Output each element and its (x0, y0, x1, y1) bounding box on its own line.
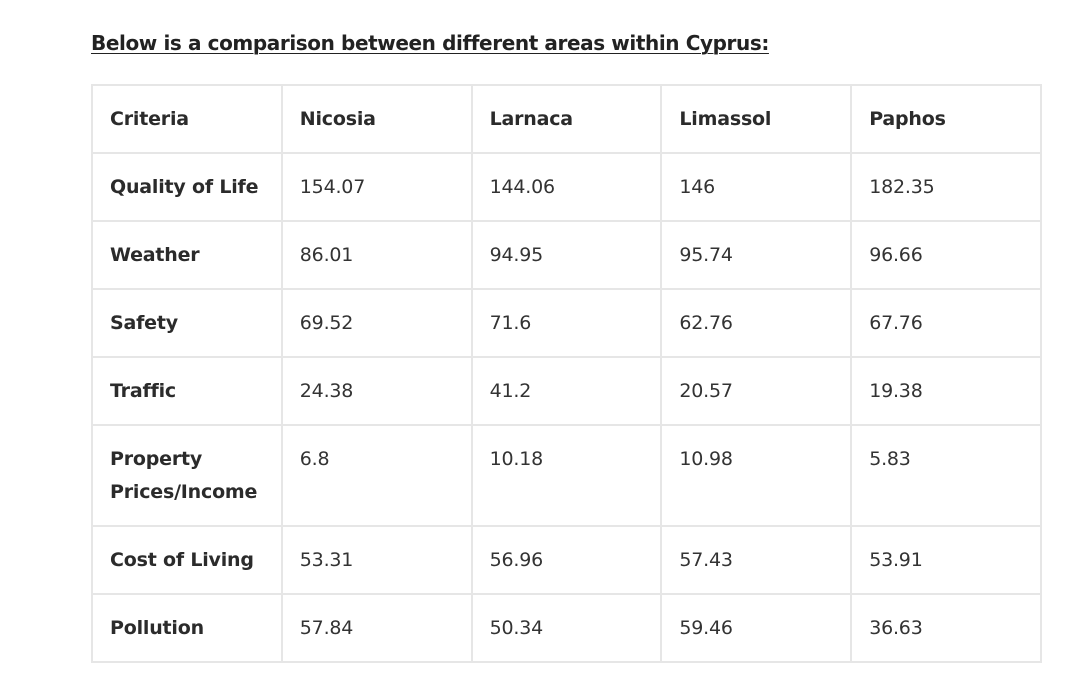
column-header-larnaca: Larnaca (470, 84, 663, 154)
table-cell: 53.91 (850, 525, 1042, 595)
table-cell: 41.2 (470, 356, 663, 426)
row-label: Pollution (91, 593, 283, 663)
table-cell: 69.52 (280, 288, 473, 358)
table-cell: 67.76 (850, 288, 1042, 358)
table-cell: 94.95 (470, 220, 663, 290)
table-cell: 53.31 (280, 525, 473, 595)
column-header-criteria: Criteria (91, 84, 283, 154)
table-row: Quality of Life 154.07 144.06 146 182.35 (91, 152, 1042, 222)
table-cell: 59.46 (660, 593, 853, 663)
table-cell: 24.38 (280, 356, 473, 426)
column-header-limassol: Limassol (660, 84, 853, 154)
table-cell: 62.76 (660, 288, 853, 358)
table-cell: 96.66 (850, 220, 1042, 290)
table-cell: 86.01 (280, 220, 473, 290)
table-cell: 36.63 (850, 593, 1042, 663)
table-row: Traffic 24.38 41.2 20.57 19.38 (91, 356, 1042, 426)
row-label: Traffic (91, 356, 283, 426)
table-cell: 144.06 (470, 152, 663, 222)
table-cell: 20.57 (660, 356, 853, 426)
table-cell: 95.74 (660, 220, 853, 290)
table-row: Weather 86.01 94.95 95.74 96.66 (91, 220, 1042, 290)
column-header-nicosia: Nicosia (280, 84, 473, 154)
table-cell: 5.83 (850, 424, 1042, 527)
table-cell: 71.6 (470, 288, 663, 358)
page-heading: Below is a comparison between different … (91, 31, 769, 55)
table-row: Property Prices/Income 6.8 10.18 10.98 5… (91, 424, 1042, 527)
table-cell: 57.43 (660, 525, 853, 595)
comparison-table: Criteria Nicosia Larnaca Limassol Paphos… (91, 84, 1042, 663)
row-label: Cost of Living (91, 525, 283, 595)
table-cell: 56.96 (470, 525, 663, 595)
row-label: Property Prices/Income (91, 424, 283, 527)
table-cell: 6.8 (280, 424, 473, 527)
row-label: Safety (91, 288, 283, 358)
column-header-paphos: Paphos (850, 84, 1042, 154)
table-cell: 146 (660, 152, 853, 222)
table-cell: 154.07 (280, 152, 473, 222)
table-cell: 10.98 (660, 424, 853, 527)
table-cell: 19.38 (850, 356, 1042, 426)
table-row: Pollution 57.84 50.34 59.46 36.63 (91, 593, 1042, 663)
row-label: Quality of Life (91, 152, 283, 222)
table-cell: 182.35 (850, 152, 1042, 222)
table-cell: 50.34 (470, 593, 663, 663)
table-cell: 10.18 (470, 424, 663, 527)
table-row: Safety 69.52 71.6 62.76 67.76 (91, 288, 1042, 358)
table-header-row: Criteria Nicosia Larnaca Limassol Paphos (91, 84, 1042, 154)
row-label: Weather (91, 220, 283, 290)
table-cell: 57.84 (280, 593, 473, 663)
table-row: Cost of Living 53.31 56.96 57.43 53.91 (91, 525, 1042, 595)
